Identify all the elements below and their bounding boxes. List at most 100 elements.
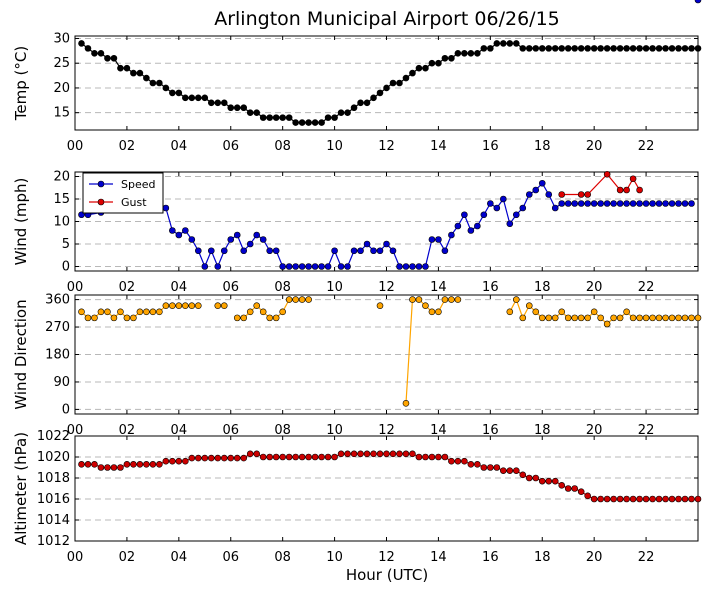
data-point-altimeter [551, 477, 559, 485]
data-point-temp [610, 45, 617, 52]
data-point-temp [435, 59, 442, 67]
data-point-gust [636, 186, 643, 194]
data-point-speed [655, 200, 663, 207]
data-point-temp [214, 99, 222, 107]
data-point-temp [350, 104, 358, 112]
data-point-direction [525, 302, 533, 309]
data-point-direction [240, 314, 248, 322]
data-point-temp [175, 89, 183, 97]
data-point-speed [259, 236, 267, 243]
x-tick-label: 16 [482, 550, 499, 565]
data-point-altimeter [91, 461, 98, 468]
data-point-altimeter [662, 495, 669, 503]
data-point-direction [188, 302, 196, 309]
data-point-temp [461, 50, 468, 57]
data-point-temp [156, 79, 163, 87]
data-point-direction [610, 314, 617, 322]
data-point-temp [91, 50, 98, 57]
data-point-temp [448, 54, 455, 62]
data-point-speed [428, 236, 436, 243]
y-tick-label: 1020 [37, 450, 70, 465]
data-point-direction [143, 308, 150, 316]
data-point-temp [655, 45, 663, 52]
data-point-temp [649, 45, 656, 52]
data-point-speed [675, 200, 682, 207]
data-point-temp [668, 45, 676, 52]
data-point-direction [694, 314, 702, 322]
data-point-altimeter [532, 474, 540, 482]
data-point-speed [538, 179, 546, 187]
panel-temp: 15 20 25 30 00 02 04 06 08 10 12 14 16 18 20 22 Temp (°C… [12, 31, 702, 154]
x-tick-label: 20 [586, 423, 603, 438]
data-point-speed [642, 200, 650, 207]
data-point-temp [110, 54, 118, 62]
data-point-direction [584, 314, 591, 322]
x-tick-label: 06 [222, 423, 239, 438]
data-point-temp [675, 45, 682, 52]
data-point-temp [577, 45, 585, 52]
data-point-temp [246, 109, 254, 116]
data-point-direction [149, 308, 157, 316]
panel-wind: 0 5 10 15 20 00 02 04 06 08 10 12 14 16 18 20 22 Wind (mp… [12, 0, 702, 295]
data-point-direction [649, 314, 656, 322]
data-point-altimeter [603, 495, 611, 503]
data-point-speed [305, 263, 312, 270]
data-point-speed [162, 204, 170, 212]
data-point-temp [292, 119, 299, 126]
x-axis-label: Hour (UTC) [346, 566, 428, 584]
data-point-temp [182, 94, 189, 102]
data-point-altimeter [370, 450, 377, 458]
data-point-speed [253, 231, 261, 239]
data-point-altimeter [201, 454, 209, 462]
data-point-direction [78, 308, 85, 316]
data-point-direction [590, 308, 598, 316]
data-point-altimeter [538, 477, 546, 485]
x-tick-label: 22 [638, 139, 655, 154]
x-tick-label: 10 [326, 280, 343, 295]
y-tick-label: 270 [45, 320, 70, 335]
data-point-speed [240, 247, 248, 255]
data-point-direction [162, 302, 170, 309]
data-point-altimeter [104, 464, 111, 471]
data-point-temp [188, 94, 196, 102]
data-point-temp [259, 114, 267, 121]
data-point-speed [422, 263, 429, 270]
data-point-altimeter [78, 461, 85, 468]
data-point-direction [538, 314, 546, 322]
data-point-direction [571, 314, 578, 322]
data-point-speed [402, 263, 410, 270]
data-point-temp [681, 45, 689, 52]
data-point-altimeter [415, 453, 423, 461]
data-point-altimeter [474, 461, 481, 468]
data-point-altimeter [123, 461, 131, 468]
data-point-altimeter [694, 495, 702, 503]
x-tick-label: 18 [534, 423, 551, 438]
data-point-altimeter [266, 453, 273, 461]
data-point-direction [246, 308, 254, 316]
data-point-temp [558, 45, 566, 52]
data-point-speed [461, 211, 468, 219]
data-point-speed [636, 200, 643, 207]
data-point-altimeter [441, 453, 449, 461]
x-tick-label: 14 [430, 280, 447, 295]
data-point-direction [220, 302, 228, 309]
data-point-altimeter [117, 464, 124, 471]
data-point-altimeter [376, 450, 384, 458]
data-point-direction [532, 308, 540, 316]
data-point-altimeter [214, 454, 222, 462]
data-point-temp [629, 45, 637, 52]
data-point-altimeter [344, 450, 351, 458]
y-tick-label: 15 [53, 106, 70, 121]
data-point-temp [500, 40, 507, 47]
data-point-temp [454, 50, 462, 57]
y-tick-label: 30 [53, 31, 70, 46]
data-point-temp [487, 45, 494, 52]
data-point-speed [584, 200, 591, 207]
x-tick-label: 00 [67, 550, 84, 565]
data-point-direction [623, 308, 630, 316]
data-point-altimeter [590, 495, 598, 503]
data-point-direction [136, 308, 144, 316]
x-tick-label: 02 [119, 423, 136, 438]
data-point-speed [616, 200, 624, 207]
